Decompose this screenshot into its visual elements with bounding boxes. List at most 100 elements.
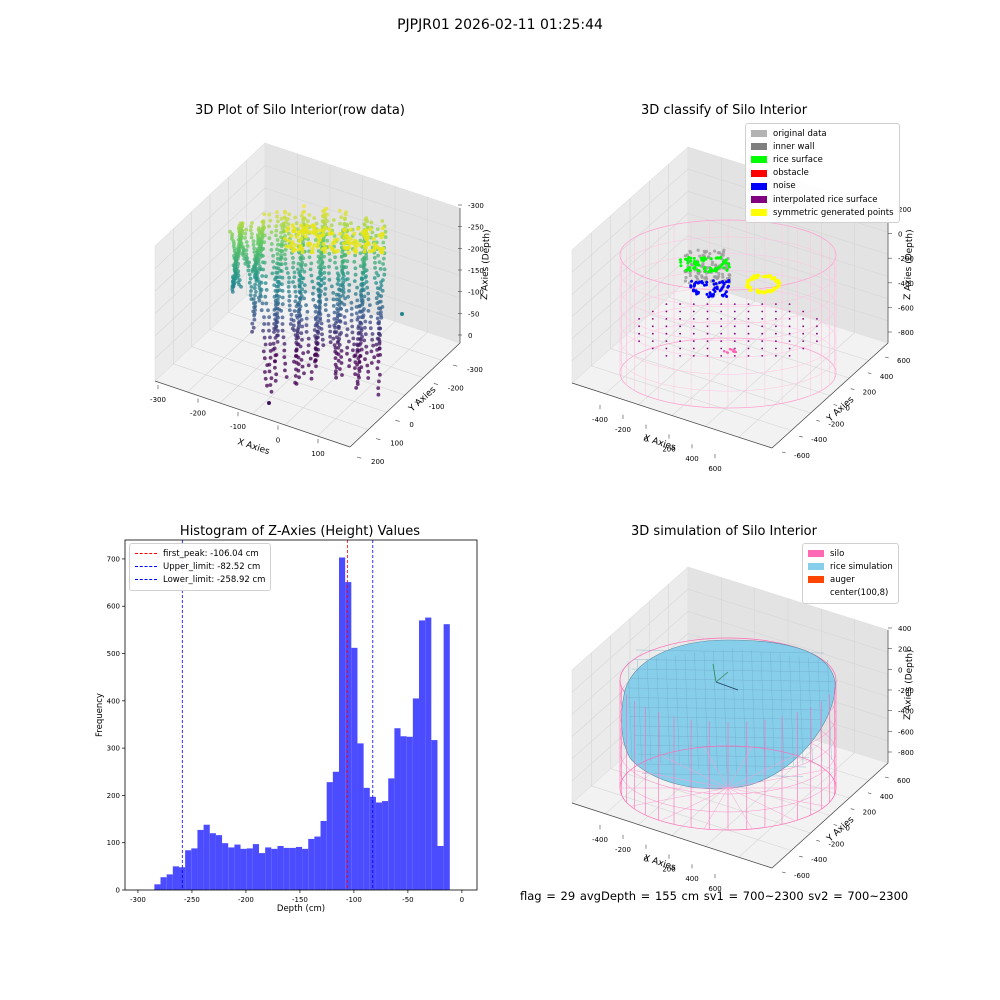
data-point <box>321 343 326 347</box>
tick-label: 0 <box>898 231 902 239</box>
data-point <box>263 294 268 299</box>
data-point <box>316 249 321 253</box>
data-point <box>247 272 252 277</box>
data-point <box>315 335 319 340</box>
interp-point <box>706 355 709 357</box>
data-point <box>340 276 345 281</box>
data-point <box>291 318 296 323</box>
tick-mark <box>452 364 458 367</box>
interp-point <box>802 325 805 328</box>
data-point <box>329 223 334 228</box>
histogram-legend: first_peak: -106.04 cm Upper_limit: -82.… <box>129 543 272 591</box>
axis-ticks: -400-2000200400600-600-400-2000200400600… <box>592 206 914 473</box>
data-point <box>353 372 357 376</box>
data-point <box>264 301 269 306</box>
tick-label: -600 <box>794 452 810 460</box>
data-point <box>247 280 252 285</box>
data-point <box>353 266 358 271</box>
tick-label: 200 <box>662 445 675 453</box>
data-point <box>282 252 287 257</box>
grid-line <box>668 296 869 361</box>
interp-point <box>816 340 818 342</box>
symmetric-point <box>773 279 777 283</box>
data-point <box>311 224 316 229</box>
inner-wall-point <box>697 272 701 276</box>
interp-point <box>638 332 640 335</box>
data-point <box>326 318 331 323</box>
tick-label: -600 <box>794 872 810 880</box>
data-point <box>368 320 373 325</box>
tick-mark <box>884 356 889 359</box>
data-point <box>354 244 358 249</box>
data-point <box>364 280 369 284</box>
noise-point <box>711 279 715 283</box>
symmetric-point <box>756 276 760 280</box>
rice-surface-point <box>686 257 690 261</box>
noise-point <box>694 290 698 294</box>
data-point <box>343 246 348 251</box>
symmetric-point <box>756 288 759 292</box>
data-point <box>355 379 360 384</box>
data-point <box>304 316 309 321</box>
tick-label: -800 <box>898 329 914 337</box>
data-point <box>262 212 267 217</box>
data-point <box>253 308 257 312</box>
data-point <box>295 227 300 232</box>
tick-label: -300 <box>130 896 146 904</box>
noise-point <box>718 281 722 285</box>
histogram-bar <box>271 848 278 890</box>
interp-point <box>692 340 695 342</box>
interp-point <box>651 332 654 335</box>
data-point <box>262 322 267 326</box>
data-point <box>353 272 358 277</box>
data-point <box>327 264 331 269</box>
data-point <box>280 239 285 244</box>
silo-floor-spoke <box>727 787 826 807</box>
data-point <box>251 242 256 247</box>
legend-label: auger <box>830 574 855 585</box>
data-point <box>332 240 337 245</box>
data-point <box>362 249 367 254</box>
symmetric-point <box>763 275 767 279</box>
tick-label: 200 <box>371 458 384 466</box>
data-point <box>267 315 272 319</box>
inner-wall-point <box>701 262 705 266</box>
data-point <box>337 337 342 341</box>
data-point <box>305 309 310 314</box>
data-point <box>323 308 328 312</box>
tick-label: 200 <box>898 206 911 214</box>
noise-point <box>725 280 729 284</box>
data-point <box>315 329 320 334</box>
data-point <box>240 224 245 229</box>
data-point <box>292 275 297 280</box>
noise-point <box>696 290 700 294</box>
data-point <box>302 296 306 301</box>
legend-item-original-data: original data <box>751 127 894 140</box>
data-point <box>365 219 370 224</box>
data-point <box>358 320 363 325</box>
data-point <box>279 242 283 247</box>
symmetric-point <box>776 284 780 288</box>
data-point <box>358 238 363 243</box>
histogram-bar <box>295 846 303 890</box>
data-point <box>287 294 292 299</box>
tick-label: -400 <box>811 856 827 864</box>
data-point <box>294 234 299 239</box>
data-point <box>376 386 381 390</box>
data-point <box>370 337 374 342</box>
interp-point <box>802 332 805 335</box>
data-point <box>335 316 340 321</box>
data-point <box>248 228 253 233</box>
y-axis-line <box>771 762 889 869</box>
data-point <box>313 309 318 314</box>
legend-swatch <box>808 590 824 597</box>
data-point <box>364 256 369 261</box>
interp-point <box>665 340 668 342</box>
mesh-line <box>703 651 709 771</box>
data-point <box>311 291 315 296</box>
tick-label: 300 <box>107 745 120 753</box>
data-point <box>344 308 349 313</box>
interp-point <box>761 347 764 350</box>
inner-wall-point <box>683 254 687 258</box>
inner-wall-point <box>717 272 721 276</box>
